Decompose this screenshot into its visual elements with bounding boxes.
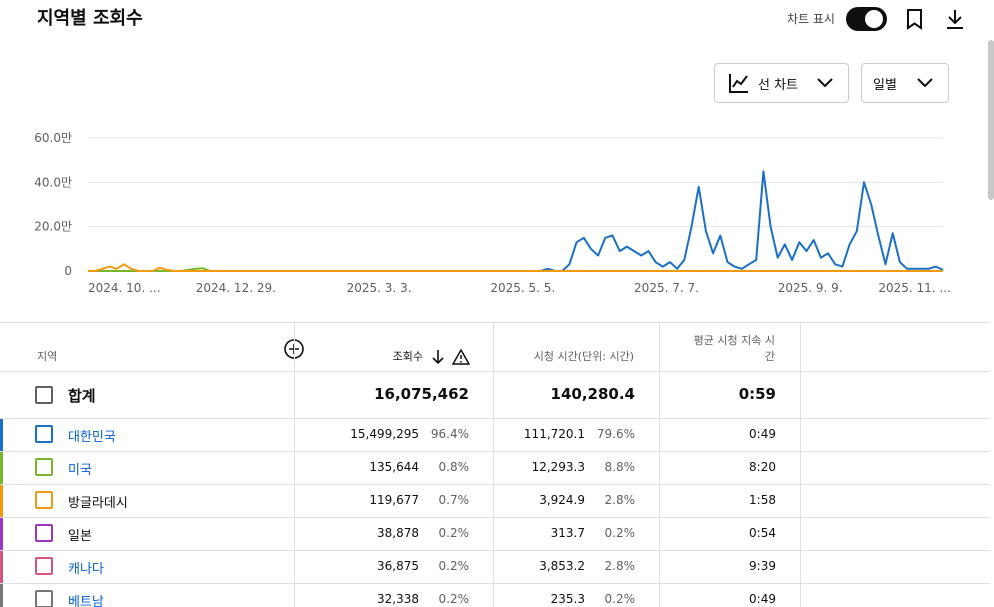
cell: 9:39: [749, 559, 776, 573]
chevron: [917, 78, 933, 88]
y-tick-label: 60.0만: [34, 131, 72, 145]
checkbox[interactable]: [35, 425, 53, 443]
bookmark-icon[interactable]: [903, 7, 927, 31]
toggle-label: 차트 표시: [787, 12, 835, 26]
cell: 2.8%: [604, 493, 636, 507]
x-tick-label: 2025. 11. ...: [878, 281, 951, 295]
cell: 32,338: [377, 592, 419, 606]
cell: 3,924.9: [539, 493, 585, 507]
y-tick-label: 20.0만: [34, 220, 72, 234]
cell: 0.2%: [438, 592, 470, 606]
cell: 1:58: [749, 493, 776, 507]
region-name[interactable]: 대한민국: [68, 430, 116, 445]
column-header[interactable]: 시청 시간(단위: 시간): [533, 350, 634, 363]
cell: 3,853.2: [539, 559, 585, 573]
chevron: [817, 78, 833, 88]
cell: 0.7%: [438, 493, 470, 507]
interval-label: 일별: [873, 78, 897, 93]
sort-arrow[interactable]: [430, 348, 446, 366]
cell: 313.7: [550, 526, 585, 540]
total-cell: 0:59: [738, 385, 776, 403]
x-tick-label: 2025. 3. 3.: [347, 281, 412, 295]
series-line: [88, 263, 943, 272]
cell: 8:20: [749, 460, 776, 474]
cell: 0.8%: [438, 460, 470, 474]
row-divider: [0, 322, 990, 323]
cell: 0.2%: [604, 526, 636, 540]
x-tick-label: 2025. 5. 5.: [490, 281, 555, 295]
column-divider: [800, 322, 801, 607]
title: 지역별 조회수: [37, 8, 143, 29]
interval-dropdown[interactable]: [861, 63, 949, 103]
region-name[interactable]: 베트남: [68, 595, 104, 607]
cell: 79.6%: [596, 427, 635, 441]
x-tick-label: 2024. 10. ...: [88, 281, 161, 295]
y-tick-label: 0: [64, 264, 72, 278]
region-name[interactable]: 캐나다: [68, 562, 104, 577]
series-line: [88, 170, 944, 272]
cell: 111,720.1: [523, 427, 585, 441]
warning-icon: [452, 348, 470, 365]
row-divider: [0, 451, 990, 452]
row-divider: [0, 418, 990, 419]
column-divider: [294, 322, 295, 607]
checkbox[interactable]: [35, 491, 53, 509]
row-divider: [0, 371, 990, 372]
row-divider: [0, 517, 990, 518]
total-cell: 16,075,462: [374, 385, 469, 403]
column-header[interactable]: 조회수: [392, 350, 423, 363]
row-color-bar: [0, 551, 3, 583]
column-header[interactable]: 평균 시청 지속 시간: [693, 334, 775, 363]
region-name[interactable]: 미국: [68, 463, 92, 478]
checkbox[interactable]: [35, 386, 53, 404]
cell: 15,499,295: [350, 427, 419, 441]
cell: 135,644: [369, 460, 419, 474]
cell: 12,293.3: [531, 460, 585, 474]
cell: 235.3: [550, 592, 585, 606]
cell: 0.2%: [438, 559, 470, 573]
row-color-bar: [0, 518, 3, 550]
chart-type-dropdown[interactable]: [714, 63, 849, 103]
cell: 38,878: [377, 526, 419, 540]
total-cell: 140,280.4: [550, 385, 635, 403]
cell: 0.2%: [604, 592, 636, 606]
cell: 2.8%: [604, 559, 636, 573]
checkbox[interactable]: [35, 524, 53, 542]
cell: 0:49: [749, 592, 776, 606]
column-header: 지역: [37, 350, 58, 363]
row-color-bar: [0, 485, 3, 517]
region-name: 방글라데시: [68, 496, 128, 511]
toggle[interactable]: [845, 6, 889, 32]
checkbox[interactable]: [35, 557, 53, 575]
cell: 119,677: [369, 493, 419, 507]
column-divider: [659, 322, 660, 607]
cell: 0:54: [749, 526, 776, 540]
chart-type-label: 선 차트: [758, 78, 799, 93]
checkbox[interactable]: [35, 458, 53, 476]
cell: 0.2%: [438, 526, 470, 540]
scrollbar[interactable]: [988, 40, 994, 200]
total-label: 합계: [68, 387, 96, 405]
row-color-bar: [0, 419, 3, 451]
checkbox[interactable]: [35, 590, 53, 607]
download-icon[interactable]: [943, 7, 967, 31]
x-tick-label: 2024. 12. 29.: [196, 281, 276, 295]
cell: 0:49: [749, 427, 776, 441]
row-divider: [0, 550, 990, 551]
cell: 36,875: [377, 559, 419, 573]
cell: 8.8%: [604, 460, 636, 474]
chart: 0 20.0만 40.0만 60.0만 2024. 10. ... 2024. 12. 2…: [34, 131, 951, 295]
region-name: 일본: [68, 529, 92, 544]
cell: 96.4%: [430, 427, 469, 441]
x-tick-label: 2025. 7. 7.: [634, 281, 699, 295]
row-divider: [0, 583, 990, 584]
row-divider: [0, 484, 990, 485]
chart-icon: [729, 74, 748, 93]
column-divider: [493, 322, 494, 607]
row-color-bar: [0, 584, 3, 607]
x-tick-label: 2025. 9. 9.: [778, 281, 843, 295]
row-color-bar: [0, 452, 3, 484]
y-tick-label: 40.0만: [34, 175, 72, 189]
